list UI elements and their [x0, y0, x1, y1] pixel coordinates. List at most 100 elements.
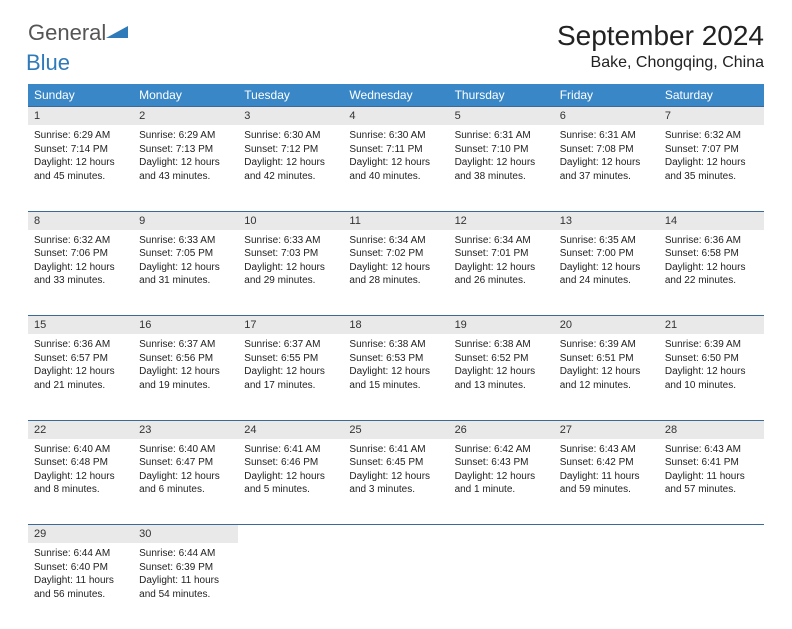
day-number: 5: [449, 107, 554, 126]
header: General Blue September 2024 Bake, Chongq…: [28, 20, 764, 72]
day-sunrise: Sunrise: 6:30 AM: [244, 129, 337, 143]
day-cell: [659, 543, 764, 629]
day-day1: Daylight: 11 hours: [665, 470, 758, 484]
day-sunrise: Sunrise: 6:34 AM: [349, 234, 442, 248]
day-cell: Sunrise: 6:30 AMSunset: 7:11 PMDaylight:…: [343, 125, 448, 211]
day-day2: and 29 minutes.: [244, 274, 337, 288]
day-day2: and 15 minutes.: [349, 379, 442, 393]
day-cell: [554, 543, 659, 629]
day-content-row: Sunrise: 6:32 AMSunset: 7:06 PMDaylight:…: [28, 230, 764, 316]
day-number: 21: [659, 316, 764, 335]
weekday-header: Monday: [133, 84, 238, 107]
day-number: 24: [238, 420, 343, 439]
day-number: 26: [449, 420, 554, 439]
day-number: 8: [28, 211, 133, 230]
day-day2: and 17 minutes.: [244, 379, 337, 393]
day-sunset: Sunset: 6:41 PM: [665, 456, 758, 470]
month-title: September 2024: [557, 20, 764, 52]
location: Bake, Chongqing, China: [557, 54, 764, 72]
day-day2: and 28 minutes.: [349, 274, 442, 288]
day-number: 14: [659, 211, 764, 230]
day-day1: Daylight: 12 hours: [139, 470, 232, 484]
day-cell: Sunrise: 6:38 AMSunset: 6:52 PMDaylight:…: [449, 334, 554, 420]
day-cell: Sunrise: 6:37 AMSunset: 6:56 PMDaylight:…: [133, 334, 238, 420]
day-cell: Sunrise: 6:33 AMSunset: 7:05 PMDaylight:…: [133, 230, 238, 316]
day-number: 9: [133, 211, 238, 230]
day-sunset: Sunset: 6:47 PM: [139, 456, 232, 470]
day-number: 19: [449, 316, 554, 335]
day-sunset: Sunset: 7:10 PM: [455, 143, 548, 157]
day-cell: [449, 543, 554, 629]
day-day2: and 40 minutes.: [349, 170, 442, 184]
day-sunset: Sunset: 6:57 PM: [34, 352, 127, 366]
day-number: 28: [659, 420, 764, 439]
day-cell: Sunrise: 6:35 AMSunset: 7:00 PMDaylight:…: [554, 230, 659, 316]
day-sunset: Sunset: 7:06 PM: [34, 247, 127, 261]
day-cell: Sunrise: 6:40 AMSunset: 6:48 PMDaylight:…: [28, 439, 133, 525]
day-day1: Daylight: 12 hours: [349, 156, 442, 170]
day-sunrise: Sunrise: 6:31 AM: [560, 129, 653, 143]
day-sunrise: Sunrise: 6:33 AM: [244, 234, 337, 248]
day-sunrise: Sunrise: 6:44 AM: [34, 547, 127, 561]
day-sunset: Sunset: 7:07 PM: [665, 143, 758, 157]
day-number-row: 891011121314: [28, 211, 764, 230]
day-day2: and 56 minutes.: [34, 588, 127, 602]
day-day1: Daylight: 12 hours: [455, 365, 548, 379]
day-cell: Sunrise: 6:38 AMSunset: 6:53 PMDaylight:…: [343, 334, 448, 420]
day-cell: [238, 543, 343, 629]
day-day2: and 45 minutes.: [34, 170, 127, 184]
day-day2: and 38 minutes.: [455, 170, 548, 184]
day-number: 2: [133, 107, 238, 126]
day-number: 16: [133, 316, 238, 335]
day-number: 10: [238, 211, 343, 230]
day-sunset: Sunset: 6:43 PM: [455, 456, 548, 470]
day-cell: Sunrise: 6:43 AMSunset: 6:42 PMDaylight:…: [554, 439, 659, 525]
day-number: 7: [659, 107, 764, 126]
day-day2: and 31 minutes.: [139, 274, 232, 288]
day-day1: Daylight: 12 hours: [349, 261, 442, 275]
day-day2: and 37 minutes.: [560, 170, 653, 184]
day-day1: Daylight: 12 hours: [560, 365, 653, 379]
day-day2: and 22 minutes.: [665, 274, 758, 288]
day-day1: Daylight: 12 hours: [665, 261, 758, 275]
day-day2: and 19 minutes.: [139, 379, 232, 393]
day-day2: and 13 minutes.: [455, 379, 548, 393]
day-sunrise: Sunrise: 6:37 AM: [139, 338, 232, 352]
day-day2: and 21 minutes.: [34, 379, 127, 393]
day-number: [659, 525, 764, 544]
day-sunset: Sunset: 6:40 PM: [34, 561, 127, 575]
day-cell: [343, 543, 448, 629]
weekday-header: Thursday: [449, 84, 554, 107]
weekday-header: Tuesday: [238, 84, 343, 107]
day-content-row: Sunrise: 6:44 AMSunset: 6:40 PMDaylight:…: [28, 543, 764, 629]
day-cell: Sunrise: 6:39 AMSunset: 6:51 PMDaylight:…: [554, 334, 659, 420]
day-day2: and 3 minutes.: [349, 483, 442, 497]
day-cell: Sunrise: 6:39 AMSunset: 6:50 PMDaylight:…: [659, 334, 764, 420]
day-cell: Sunrise: 6:29 AMSunset: 7:14 PMDaylight:…: [28, 125, 133, 211]
day-day1: Daylight: 12 hours: [34, 470, 127, 484]
day-sunset: Sunset: 7:11 PM: [349, 143, 442, 157]
day-sunrise: Sunrise: 6:41 AM: [349, 443, 442, 457]
day-number: [343, 525, 448, 544]
logo: General Blue: [28, 20, 128, 72]
day-sunrise: Sunrise: 6:38 AM: [455, 338, 548, 352]
day-day2: and 24 minutes.: [560, 274, 653, 288]
day-cell: Sunrise: 6:40 AMSunset: 6:47 PMDaylight:…: [133, 439, 238, 525]
logo-triangle-icon: [106, 24, 128, 45]
day-sunset: Sunset: 6:45 PM: [349, 456, 442, 470]
day-sunrise: Sunrise: 6:44 AM: [139, 547, 232, 561]
day-cell: Sunrise: 6:34 AMSunset: 7:01 PMDaylight:…: [449, 230, 554, 316]
day-number: 22: [28, 420, 133, 439]
day-day2: and 59 minutes.: [560, 483, 653, 497]
day-sunrise: Sunrise: 6:34 AM: [455, 234, 548, 248]
day-sunrise: Sunrise: 6:35 AM: [560, 234, 653, 248]
day-sunset: Sunset: 6:51 PM: [560, 352, 653, 366]
day-number: [449, 525, 554, 544]
weekday-header: Saturday: [659, 84, 764, 107]
day-cell: Sunrise: 6:43 AMSunset: 6:41 PMDaylight:…: [659, 439, 764, 525]
day-sunrise: Sunrise: 6:40 AM: [34, 443, 127, 457]
day-cell: Sunrise: 6:31 AMSunset: 7:10 PMDaylight:…: [449, 125, 554, 211]
day-number: 4: [343, 107, 448, 126]
day-sunset: Sunset: 7:01 PM: [455, 247, 548, 261]
day-day2: and 54 minutes.: [139, 588, 232, 602]
